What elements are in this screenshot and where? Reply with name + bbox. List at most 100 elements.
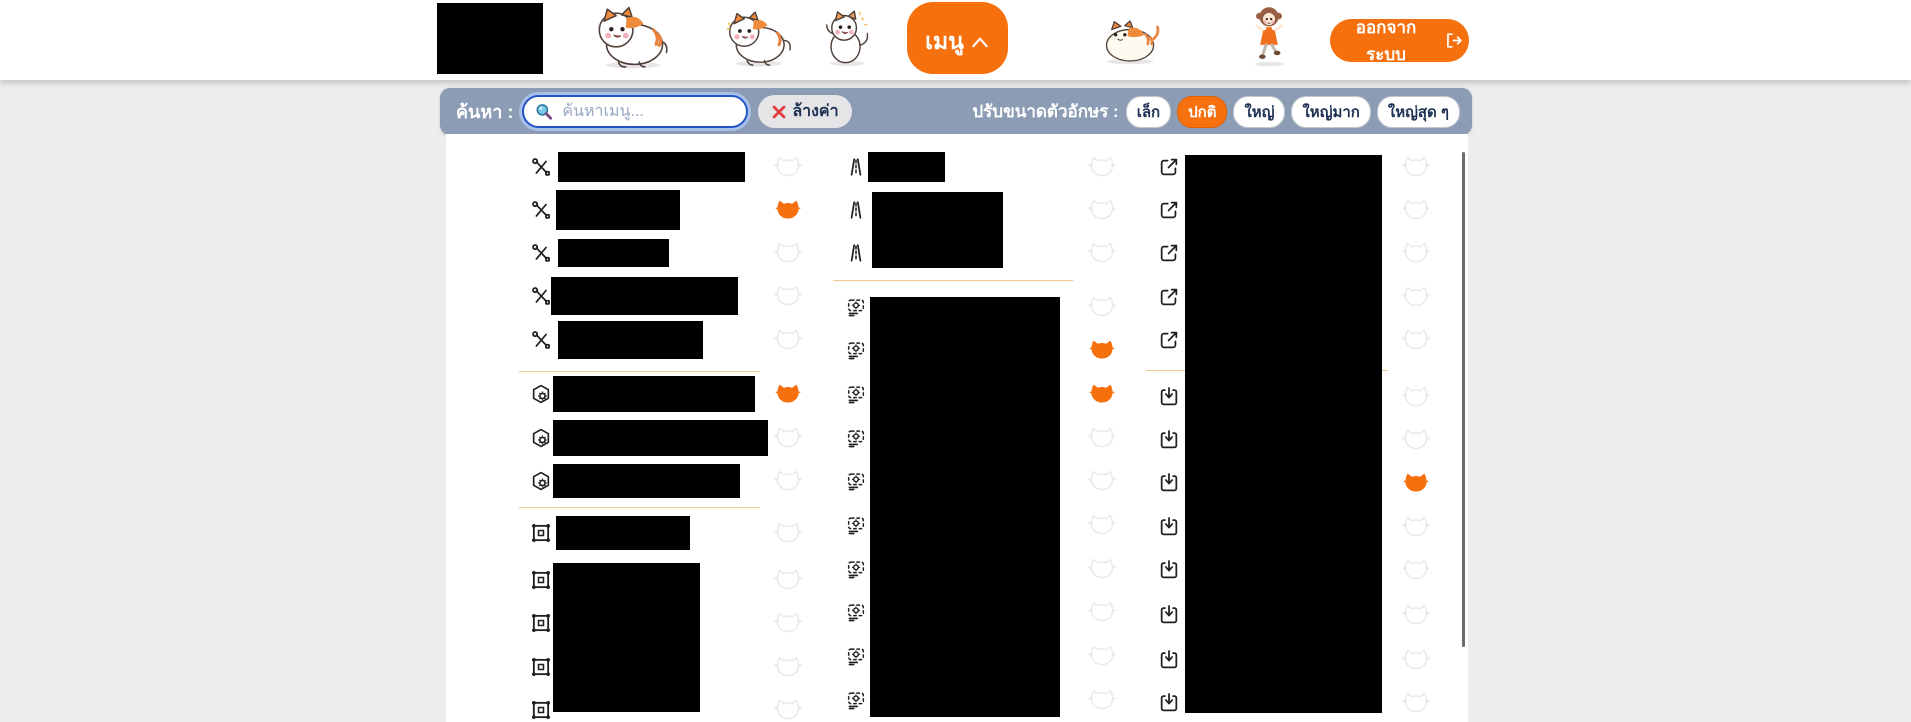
favorite-cat-icon-outline[interactable] xyxy=(1401,692,1431,714)
menu-item-c2-r6[interactable] xyxy=(839,372,1123,416)
menu-item-c2-r13[interactable] xyxy=(839,678,1123,722)
menu-item-c1-r11[interactable] xyxy=(524,601,809,645)
menu-item-c2-r8[interactable] xyxy=(839,459,1123,503)
menu-item-c1-r13[interactable] xyxy=(524,688,809,722)
favorite-cat-icon-outline[interactable] xyxy=(1401,559,1431,581)
font-size-option-2[interactable]: ปกติ xyxy=(1177,95,1228,128)
logout-button-label: ออกจากระบบ xyxy=(1355,17,1417,64)
menu-item-c3-r9[interactable] xyxy=(1152,505,1437,549)
favorite-cat-icon-outline[interactable] xyxy=(773,242,803,264)
search-label: ค้นหา : xyxy=(456,102,514,122)
favorite-cat-icon-filled[interactable] xyxy=(1401,472,1431,494)
favorite-cat-icon-outline[interactable] xyxy=(1087,427,1117,449)
favorite-cat-icon-filled[interactable] xyxy=(773,199,803,221)
menu-item-c1-r1[interactable] xyxy=(524,145,809,189)
favorite-cat-icon-outline[interactable] xyxy=(1087,558,1117,580)
menu-item-c2-r11[interactable] xyxy=(839,590,1123,634)
menu-item-c3-r5[interactable] xyxy=(1152,318,1437,362)
clear-search-button[interactable]: ล้างค่า xyxy=(758,95,852,128)
menu-item-c1-r3[interactable] xyxy=(524,231,809,275)
menu-item-c3-r12[interactable] xyxy=(1152,638,1437,682)
favorite-cat-icon-outline[interactable] xyxy=(773,285,803,307)
favorite-cat-icon-outline[interactable] xyxy=(1087,296,1117,318)
font-size-option-4[interactable]: ใหญ่มาก xyxy=(1291,95,1371,128)
favorite-cat-icon-outline[interactable] xyxy=(1087,242,1117,264)
cat-trotting-icon xyxy=(726,11,791,67)
font-size-option-3[interactable]: ใหญ่ xyxy=(1233,95,1286,128)
favorite-cat-icon-outline[interactable] xyxy=(1087,689,1117,711)
menu-item-c2-r10[interactable] xyxy=(839,547,1123,591)
menu-item-c1-r2[interactable] xyxy=(524,188,809,232)
favorite-cat-icon-outline[interactable] xyxy=(773,427,803,449)
menu-item-c3-r7[interactable] xyxy=(1152,418,1437,462)
chevron-up-icon xyxy=(972,37,988,47)
menu-item-c1-r7[interactable] xyxy=(524,416,809,460)
favorite-cat-icon-outline[interactable] xyxy=(773,522,803,544)
favorite-cat-icon-outline[interactable] xyxy=(773,569,803,591)
menu-item-c1-r9[interactable] xyxy=(524,511,809,555)
menu-item-c3-r3[interactable] xyxy=(1152,231,1437,275)
favorite-cat-icon-outline[interactable] xyxy=(1087,645,1117,667)
cat-running-icon xyxy=(598,6,668,69)
favorite-cat-icon-outline[interactable] xyxy=(1401,329,1431,351)
menu-item-c3-r1[interactable] xyxy=(1152,145,1437,189)
menu-item-c1-r5[interactable] xyxy=(524,318,809,362)
favorite-cat-icon-outline[interactable] xyxy=(1087,199,1117,221)
cat-loaf-icon xyxy=(1105,20,1160,65)
logo-redacted-image xyxy=(437,3,543,74)
menu-item-c1-r4[interactable] xyxy=(524,274,809,318)
favorite-cat-icon-outline[interactable] xyxy=(773,656,803,678)
menu-button[interactable]: เมนู xyxy=(907,2,1008,74)
favorite-cat-icon-outline[interactable] xyxy=(1401,156,1431,178)
menu-item-c3-r11[interactable] xyxy=(1152,593,1437,637)
menu-item-c2-r2[interactable] xyxy=(839,188,1123,232)
menu-item-c2-r5[interactable] xyxy=(839,328,1123,372)
favorite-cat-icon-outline[interactable] xyxy=(1401,604,1431,626)
kitten-waving-icon xyxy=(825,10,869,66)
favorite-cat-icon-outline[interactable] xyxy=(1087,601,1117,623)
menu-item-c3-r2[interactable] xyxy=(1152,188,1437,232)
favorite-cat-icon-outline[interactable] xyxy=(773,470,803,492)
font-size-option-1[interactable]: เล็ก xyxy=(1125,95,1172,128)
favorite-cat-icon-outline[interactable] xyxy=(1401,429,1431,451)
favorite-cat-icon-outline[interactable] xyxy=(1401,242,1431,264)
menu-item-c1-r8[interactable] xyxy=(524,459,809,503)
favorite-cat-icon-outline[interactable] xyxy=(1087,156,1117,178)
favorite-cat-icon-outline[interactable] xyxy=(1401,516,1431,538)
favorite-cat-icon-outline[interactable] xyxy=(1401,386,1431,408)
magnifier-icon xyxy=(536,104,553,120)
search-field-wrap xyxy=(522,95,749,128)
favorite-cat-icon-outline[interactable] xyxy=(773,156,803,178)
menu-item-c3-r10[interactable] xyxy=(1152,548,1437,592)
menu-item-c3-r6[interactable] xyxy=(1152,375,1437,419)
favorite-cat-icon-filled[interactable] xyxy=(1087,383,1117,405)
menu-item-c2-r9[interactable] xyxy=(839,503,1123,547)
menu-item-c1-r6[interactable] xyxy=(524,372,809,416)
favorite-cat-icon-outline[interactable] xyxy=(773,612,803,634)
menu-scrollbar-thumb[interactable] xyxy=(1462,152,1465,647)
favorite-cat-icon-outline[interactable] xyxy=(1087,470,1117,492)
menu-item-c1-r12[interactable] xyxy=(524,645,809,689)
menu-item-c2-r1[interactable] xyxy=(839,145,1123,189)
filter-bar: ค้นหา : ล้างค่า ปรับขนาดตัวอักษร : เล็กป… xyxy=(440,88,1472,135)
favorite-cat-icon-filled[interactable] xyxy=(773,383,803,405)
favorite-cat-icon-outline[interactable] xyxy=(773,329,803,351)
menu-item-c2-r12[interactable] xyxy=(839,634,1123,678)
font-size-option-5[interactable]: ใหญ่สุด ๆ xyxy=(1376,95,1460,128)
favorite-cat-icon-outline[interactable] xyxy=(1401,286,1431,308)
menu-item-c2-r7[interactable] xyxy=(839,416,1123,460)
favorite-cat-icon-outline[interactable] xyxy=(773,699,803,721)
search-input[interactable] xyxy=(522,95,749,128)
favorite-cat-icon-outline[interactable] xyxy=(1087,514,1117,536)
favorite-cat-icon-filled[interactable] xyxy=(1087,339,1117,361)
menu-item-c2-r4[interactable] xyxy=(839,285,1123,329)
favorite-cat-icon-outline[interactable] xyxy=(1401,199,1431,221)
menu-item-c3-r13[interactable] xyxy=(1152,681,1437,722)
favorite-cat-icon-outline[interactable] xyxy=(1401,649,1431,671)
menu-item-c3-r4[interactable] xyxy=(1152,275,1437,319)
logout-button[interactable]: ออกจากระบบ xyxy=(1330,18,1469,64)
menu-item-c1-r10[interactable] xyxy=(524,558,809,602)
menu-item-c3-r8[interactable] xyxy=(1152,461,1437,505)
menu-item-c2-r3[interactable] xyxy=(839,231,1123,275)
